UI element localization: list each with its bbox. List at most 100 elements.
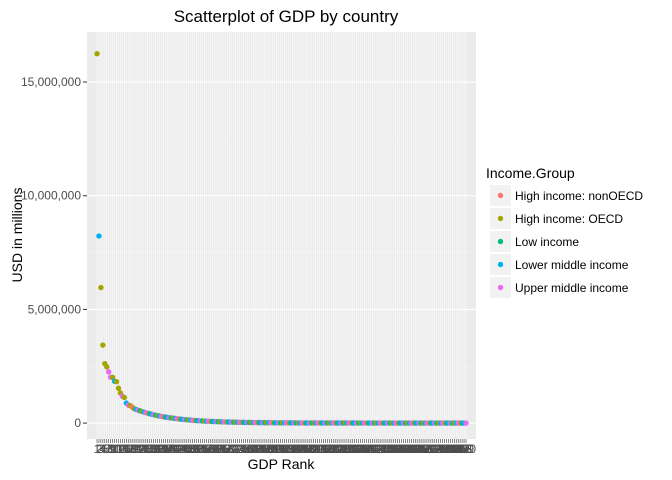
x-tick-label: 14 [116, 442, 130, 456]
x-tick-label: 155 [388, 442, 408, 456]
x-tick-label: 15 [118, 442, 132, 456]
x-tick-label: 172 [421, 442, 441, 456]
data-point [106, 369, 112, 375]
x-tick-label: 50 [186, 442, 200, 456]
x-tick-label: 39 [165, 442, 179, 456]
x-tick-label: 123 [325, 442, 345, 456]
x-tick-label: 180 [436, 442, 456, 456]
x-tick-label: 91 [266, 442, 280, 456]
x-tick-label: 138 [354, 442, 374, 456]
x-tick-label: 133 [345, 442, 365, 456]
x-tick-label: 129 [337, 442, 357, 456]
x-tick-label: 24 [135, 442, 149, 456]
x-tick-label: 48 [182, 442, 196, 456]
x-tick-label: 27 [141, 442, 155, 456]
x-tick-label: 117 [314, 442, 333, 456]
x-tick-label: 13 [114, 442, 128, 456]
y-tick-label: 0 [74, 416, 81, 430]
x-tick-label: 142 [362, 442, 382, 456]
x-tick-label: 97 [278, 442, 292, 456]
y-axis-title: USD in millions [9, 188, 25, 283]
x-tick-label: 150 [378, 442, 398, 456]
x-tick-label: 132 [343, 442, 363, 456]
legend-key-point [497, 284, 504, 291]
x-tick-label: 95 [274, 442, 288, 456]
x-tick-label: 88 [260, 442, 274, 456]
x-tick-label: 99 [282, 442, 296, 456]
x-tick-label: 57 [200, 442, 214, 456]
x-tick-label: 112 [304, 442, 323, 456]
x-tick-label: 49 [184, 442, 198, 456]
x-tick-label: 137 [353, 442, 373, 456]
x-tick-label: 45 [176, 442, 190, 456]
x-tick-label: 124 [327, 442, 347, 456]
x-tick-label: 16 [120, 442, 134, 456]
x-tick-label: 73 [231, 442, 245, 456]
x-tick-label: 8 [107, 442, 114, 456]
x-tick-label: 82 [248, 442, 262, 456]
x-tick-label: 69 [223, 442, 237, 456]
x-tick-label: 151 [380, 442, 400, 456]
x-tick-label: 5 [101, 442, 108, 456]
x-tick-label: 25 [137, 442, 151, 456]
x-tick-label: 165 [407, 442, 427, 456]
y-tick-label: 5,000,000 [28, 302, 82, 316]
x-tick-label: 125 [329, 442, 349, 456]
x-tick-label: 47 [180, 442, 194, 456]
x-tick-label: 61 [207, 442, 221, 456]
x-tick-label: 153 [384, 442, 404, 456]
x-tick-label: 171 [419, 442, 439, 456]
x-tick-label: 30 [147, 442, 161, 456]
x-tick-label: 102 [284, 442, 304, 456]
x-tick-label: 136 [351, 442, 371, 456]
x-tick-label: 79 [243, 442, 257, 456]
x-tick-label: 107 [294, 442, 314, 456]
x-tick-label: 111 [303, 442, 322, 456]
x-tick-label: 179 [435, 442, 455, 456]
x-tick-label: 89 [262, 442, 276, 456]
x-tick-label: 100 [280, 442, 300, 456]
x-tick-label: 175 [427, 442, 447, 456]
x-tick-label: 188 [452, 442, 472, 456]
x-tick-label: 17 [122, 442, 136, 456]
x-tick-label: 190 [456, 442, 476, 456]
x-tick-label: 74 [233, 442, 247, 456]
x-tick-label: 42 [170, 442, 184, 456]
x-tick-label: 162 [401, 442, 421, 456]
x-tick-label: 63 [211, 442, 225, 456]
x-tick-label: 70 [225, 442, 239, 456]
x-tick-label: 78 [241, 442, 255, 456]
x-tick-label: 176 [429, 442, 449, 456]
x-tick-label: 98 [280, 442, 294, 456]
x-tick-label: 185 [446, 442, 466, 456]
x-tick-label: 55 [196, 442, 210, 456]
x-tick-label: 145 [368, 442, 388, 456]
x-tick-label: 181 [438, 442, 458, 456]
x-tick-label: 28 [143, 442, 157, 456]
x-tick-label: 143 [364, 442, 384, 456]
x-tick-label: 6 [103, 442, 110, 456]
x-tick-label: 1 [94, 442, 101, 456]
x-tick-label: 12 [112, 442, 126, 456]
data-point [463, 420, 469, 426]
legend-key-point [497, 215, 504, 222]
x-tick-label: 166 [409, 442, 429, 456]
x-tick-label: 120 [319, 442, 339, 456]
x-tick-label: 126 [331, 442, 351, 456]
x-tick-label: 84 [252, 442, 266, 456]
x-tick-label: 22 [131, 442, 145, 456]
x-tick-label: 38 [163, 442, 177, 456]
chart-title: Scatterplot of GDP by country [174, 7, 399, 26]
data-point [98, 284, 104, 291]
x-tick-label: 105 [290, 442, 310, 456]
x-tick-label: 62 [209, 442, 223, 456]
x-tick-label: 147 [372, 442, 392, 456]
x-tick-label: 7 [105, 442, 112, 456]
x-tick-label: 186 [448, 442, 468, 456]
x-tick-label: 149 [376, 442, 396, 456]
x-tick-label: 177 [431, 442, 451, 456]
x-tick-label: 158 [394, 442, 414, 456]
x-tick-label: 161 [399, 442, 419, 456]
x-tick-label: 92 [268, 442, 282, 456]
